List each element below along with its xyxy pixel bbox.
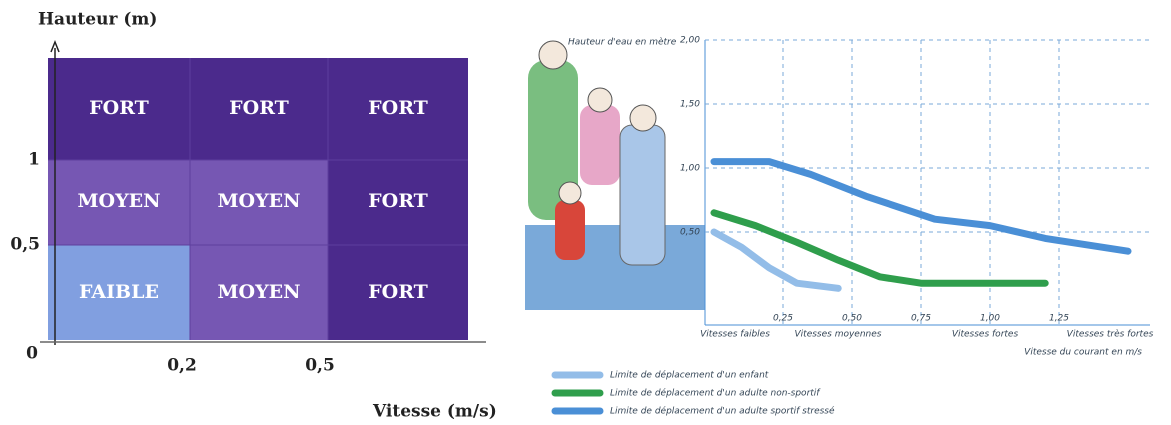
head <box>538 40 568 70</box>
legend-label: Limite de déplacement d'un enfant <box>610 370 769 381</box>
water <box>525 225 705 310</box>
legend-label: Limite de déplacement d'un adulte non-sp… <box>610 388 821 399</box>
x-tick-label: 0,75 <box>911 314 931 324</box>
person <box>555 200 585 260</box>
cell-label: FORT <box>229 97 289 119</box>
cell-label: FORT <box>368 281 428 303</box>
x-label: 0,5 <box>305 356 335 376</box>
cell-label: FORT <box>89 97 149 119</box>
cell-bg <box>190 245 328 340</box>
cell-label: FORT <box>368 190 428 212</box>
person <box>580 105 620 185</box>
cell-label: MOYEN <box>78 190 161 212</box>
x-title: Vitesse (m/s) <box>372 402 497 422</box>
speed-class: Vitesses faibles <box>700 330 770 340</box>
y-tick-label: 0,50 <box>680 228 700 238</box>
cell-label: MOYEN <box>218 190 301 212</box>
x-label: 0,2 <box>167 356 197 376</box>
person <box>619 124 666 266</box>
cell-label: MOYEN <box>218 281 301 303</box>
x-tick-label: 0,25 <box>773 314 793 324</box>
x-tick-label: 1,25 <box>1049 314 1069 324</box>
hazard-grid: FORT FORT FORT MOYEN MOYEN FORT FAIBLE M… <box>48 58 468 340</box>
family-illustration <box>525 40 705 310</box>
y-tick-label: 1,00 <box>680 164 700 174</box>
x-axis-label: Vitesse du courant en m/s <box>1024 348 1142 358</box>
y-tick-label: 2,00 <box>680 36 700 46</box>
legend-label: Limite de déplacement d'un adulte sporti… <box>610 406 835 417</box>
cell-label: FORT <box>368 97 428 119</box>
speed-class: Vitesses fortes <box>952 330 1019 340</box>
speed-class: Vitesses moyennes <box>795 330 882 340</box>
head <box>587 87 613 113</box>
cell-bg <box>48 160 328 245</box>
y-tick-label: 1,50 <box>680 100 700 110</box>
y-label: 1 <box>28 150 40 170</box>
y-label: 0,5 <box>10 235 40 255</box>
y-axis-label: Hauteur d'eau en mètre <box>568 37 677 48</box>
cell-label: FAIBLE <box>79 281 159 303</box>
person <box>528 60 578 220</box>
x-tick-label: 1,00 <box>980 314 1000 324</box>
axis-arrow <box>50 39 60 53</box>
head <box>629 104 657 132</box>
cell-bg <box>48 245 190 340</box>
y-label: 0 <box>26 344 38 364</box>
y-title: Hauteur (m) <box>38 10 157 30</box>
head <box>558 181 582 205</box>
series-line <box>710 158 1132 255</box>
series-line <box>710 228 842 292</box>
x-tick-label: 0,50 <box>842 314 862 324</box>
series-line <box>710 209 1049 287</box>
speed-class: Vitesses très fortes <box>1067 329 1154 340</box>
